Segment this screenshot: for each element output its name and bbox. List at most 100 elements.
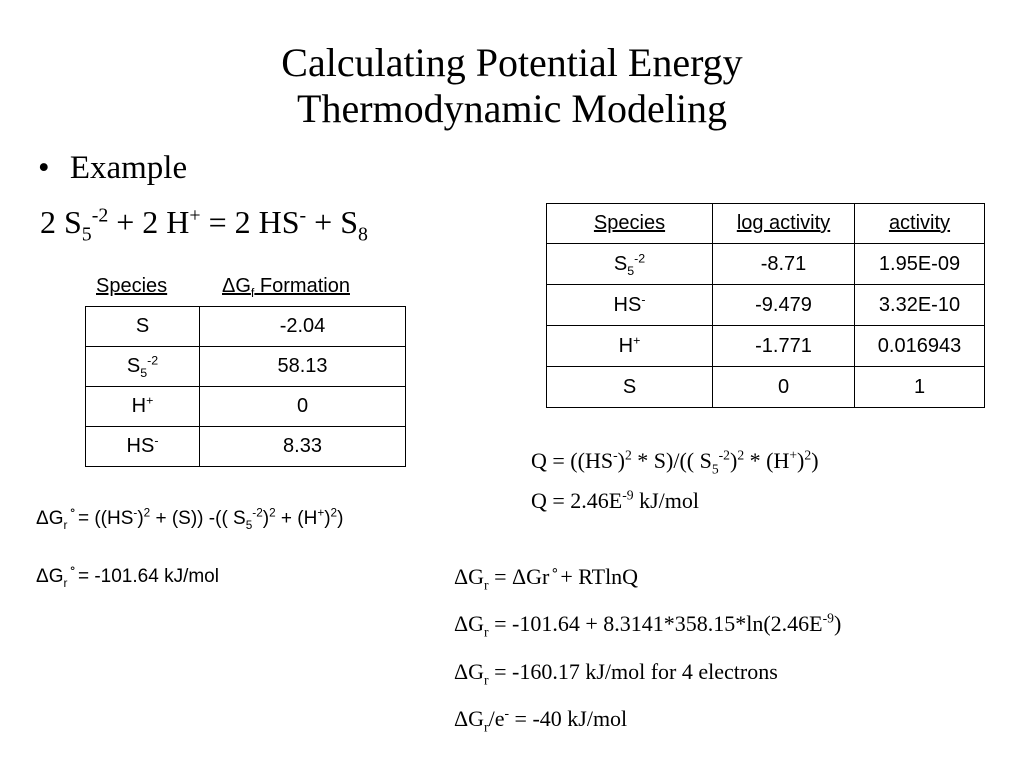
eq-part: ) bbox=[811, 448, 819, 473]
dg-value-cell: 0 bbox=[199, 386, 406, 427]
eq-part: + (S)) -(( S bbox=[150, 508, 246, 529]
formation-row: S5-2 58.13 bbox=[85, 346, 406, 387]
degree-symbol: ̊ bbox=[67, 566, 78, 587]
eq-part: + RTlnQ bbox=[560, 564, 639, 589]
formation-row: H+ 0 bbox=[85, 386, 406, 427]
eq-part: = -101.64 + 8.3141*358.15*ln(2.46E bbox=[488, 611, 823, 636]
dg-value-cell: -2.04 bbox=[199, 306, 406, 347]
eq-part: = ((HS bbox=[77, 508, 134, 529]
eq-part: ) bbox=[337, 508, 344, 529]
reaction-equation: 2 S5-2 + 2 H+ = 2 HS- + S8 bbox=[40, 204, 368, 244]
eq-sup: 2 bbox=[143, 506, 151, 520]
eq-part: ΔG bbox=[36, 566, 64, 587]
species-cell: S bbox=[546, 366, 713, 408]
gr-equation-2: ΔGr = -101.64 + 8.3141*358.15*ln(2.46E-9… bbox=[454, 610, 842, 640]
title-line-1: Calculating Potential Energy bbox=[281, 40, 743, 85]
species-cell: H+ bbox=[85, 386, 200, 427]
dg-symbol: ΔG bbox=[222, 275, 251, 297]
dg-standard-value: ΔGr ̊ = -101.64 kJ/mol bbox=[36, 566, 219, 589]
eq-sup: - bbox=[613, 447, 618, 463]
species-symbol: HS bbox=[613, 293, 642, 316]
log-activity-cell: -1.771 bbox=[712, 325, 855, 367]
eq-sup: -9 bbox=[822, 610, 834, 626]
activity-header-row: Species log activity activity bbox=[546, 203, 985, 244]
dg-sub: f bbox=[250, 286, 255, 300]
reaction-sub: 5 bbox=[81, 223, 92, 246]
activity-cell: 3.32E-10 bbox=[854, 284, 985, 326]
activity-cell: 1.95E-09 bbox=[854, 243, 985, 285]
gr-equation-1: ΔGr = ΔGr ̊ + RTlnQ bbox=[454, 564, 639, 592]
gr-equation-4: ΔGr/e- = -40 kJ/mol bbox=[454, 706, 628, 735]
species-cell: H+ bbox=[546, 325, 713, 367]
species-cell: S bbox=[85, 306, 200, 347]
page-title: Calculating Potential Energy Thermodynam… bbox=[0, 40, 1024, 132]
eq-sup: 2 bbox=[624, 447, 632, 463]
eq-sup: 2 bbox=[269, 506, 276, 520]
dg-standard-expression: ΔGr ̊ = ((HS-)2 + (S)) -(( S5-2)2 + (H+)… bbox=[36, 506, 344, 532]
species-symbol: HS bbox=[126, 435, 155, 457]
species-cell: S5-2 bbox=[546, 243, 713, 285]
eq-sup: + bbox=[789, 447, 798, 463]
species-symbol: S bbox=[126, 355, 141, 377]
species-symbol: S bbox=[613, 252, 628, 275]
formation-table: S -2.04 S5-2 58.13 H+ 0 HS- 8.33 bbox=[85, 306, 406, 467]
eq-part: kJ/mol bbox=[633, 488, 699, 513]
formation-header-dg: ΔGf Formation bbox=[222, 275, 350, 300]
degree-symbol: ̊ bbox=[549, 564, 561, 589]
eq-sub: 5 bbox=[245, 518, 253, 532]
activity-row: H+ -1.771 0.016943 bbox=[546, 325, 985, 367]
eq-part: ΔG bbox=[454, 659, 485, 684]
eq-sub: r bbox=[484, 719, 489, 735]
dg-value-cell: 58.13 bbox=[199, 346, 406, 387]
eq-part: * (H bbox=[744, 448, 790, 473]
header-text: activity bbox=[888, 212, 951, 234]
eq-part: ΔG bbox=[454, 611, 485, 636]
species-symbol: S bbox=[622, 375, 637, 398]
eq-part: = ΔGr bbox=[488, 564, 550, 589]
eq-part: = -40 kJ/mol bbox=[509, 706, 628, 731]
species-cell: S5-2 bbox=[85, 346, 200, 387]
eq-sup: 2 bbox=[804, 447, 812, 463]
eq-sup: -2 bbox=[718, 447, 730, 463]
activity-row: S5-2 -8.71 1.95E-09 bbox=[546, 243, 985, 285]
reaction-term: 2 S bbox=[40, 204, 82, 240]
activity-row: HS- -9.479 3.32E-10 bbox=[546, 284, 985, 326]
eq-sub: 5 bbox=[711, 461, 719, 477]
eq-part: ) bbox=[617, 448, 625, 473]
q-value: Q = 2.46E-9 kJ/mol bbox=[531, 488, 699, 514]
eq-part: = -101.64 kJ/mol bbox=[77, 566, 219, 587]
eq-part: ) bbox=[262, 508, 270, 529]
header-text: log activity bbox=[736, 212, 831, 234]
eq-sup: -9 bbox=[622, 487, 634, 503]
species-cell: HS- bbox=[546, 284, 713, 326]
eq-part: Q = ((HS bbox=[531, 448, 614, 473]
eq-sub: r bbox=[484, 624, 489, 640]
formation-row: HS- 8.33 bbox=[85, 426, 406, 467]
eq-sub: r bbox=[63, 518, 68, 532]
dg-value-cell: 8.33 bbox=[199, 426, 406, 467]
gr-equation-3: ΔGr = -160.17 kJ/mol for 4 electrons bbox=[454, 659, 778, 688]
eq-sub: r bbox=[484, 672, 489, 688]
eq-sup: 2 bbox=[330, 506, 338, 520]
title-line-2: Thermodynamic Modeling bbox=[297, 86, 727, 131]
eq-part: ΔG bbox=[36, 508, 64, 529]
activity-cell: 1 bbox=[854, 366, 985, 408]
eq-part: ) bbox=[833, 611, 842, 636]
reaction-sup: + bbox=[189, 204, 201, 227]
formation-row: S -2.04 bbox=[85, 306, 406, 347]
eq-part: ΔG bbox=[454, 564, 485, 589]
species-sub: 5 bbox=[140, 366, 148, 380]
species-sup: -2 bbox=[147, 353, 159, 368]
log-activity-cell: -9.479 bbox=[712, 284, 855, 326]
eq-part: + (H bbox=[275, 508, 318, 529]
bullet-example: • Example bbox=[38, 150, 187, 187]
activity-cell: 0.016943 bbox=[854, 325, 985, 367]
reaction-term: = 2 HS bbox=[200, 204, 300, 240]
log-activity-cell: -8.71 bbox=[712, 243, 855, 285]
eq-part: = -160.17 kJ/mol for 4 electrons bbox=[488, 659, 778, 684]
species-sup: + bbox=[146, 393, 154, 408]
eq-sup: - bbox=[133, 506, 138, 520]
activity-header-activity: activity bbox=[854, 203, 985, 244]
dg-rest: Formation bbox=[254, 275, 350, 297]
